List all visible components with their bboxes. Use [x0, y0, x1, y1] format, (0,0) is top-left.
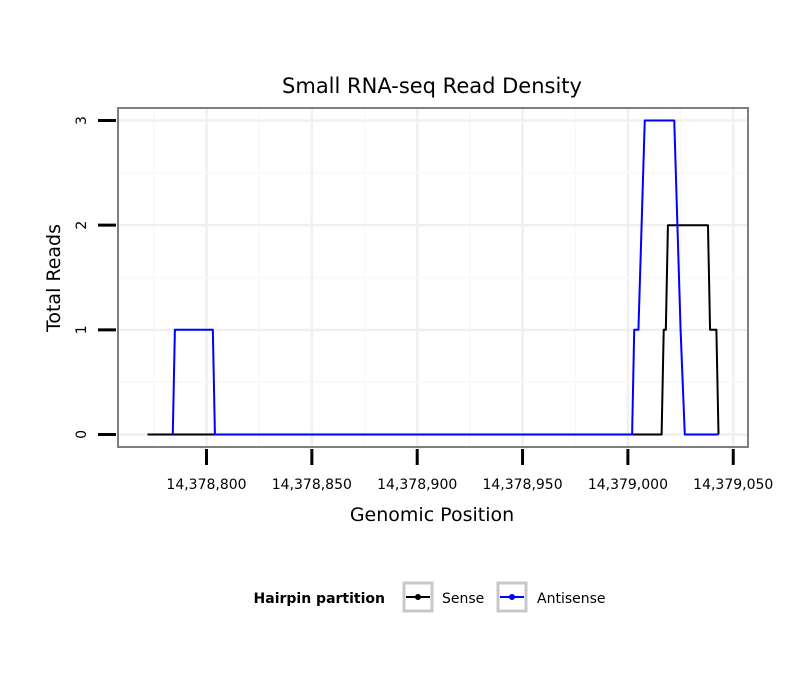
x-tick-label: 14,378,850	[272, 477, 352, 493]
legend-title: Hairpin partition	[254, 591, 385, 607]
y-tick-label: 3	[74, 116, 90, 125]
series-line-sense	[147, 224, 720, 436]
axes: 14,378,800 14,378,850 14,378,900 14,378,950…	[74, 116, 773, 493]
legend-key-sense-point	[415, 594, 421, 600]
x-tick-label: 14,379,050	[693, 477, 773, 493]
legend-key-antisense-point	[509, 594, 515, 600]
grid	[118, 108, 748, 447]
x-axis-label: Genomic Position	[350, 504, 514, 526]
legend-label-sense: Sense	[442, 591, 484, 607]
y-tick-label: 0	[74, 430, 90, 439]
series-line-antisense	[171, 119, 719, 436]
legend-label-antisense: Antisense	[537, 591, 606, 607]
y-tick-label: 1	[74, 325, 90, 334]
chart-title: Small RNA-seq Read Density	[282, 74, 582, 98]
plot-panel	[117, 107, 749, 448]
x-tick-label: 14,379,000	[588, 477, 668, 493]
legend: Hairpin partition Sense Antisense	[254, 581, 606, 613]
x-tick-label: 14,378,900	[377, 477, 457, 493]
series-layer	[147, 119, 720, 436]
x-tick-label: 14,378,950	[482, 477, 562, 493]
x-tick-label: 14,378,800	[166, 477, 246, 493]
y-tick-label: 2	[74, 221, 90, 230]
y-axis-label: Total Reads	[43, 224, 65, 333]
